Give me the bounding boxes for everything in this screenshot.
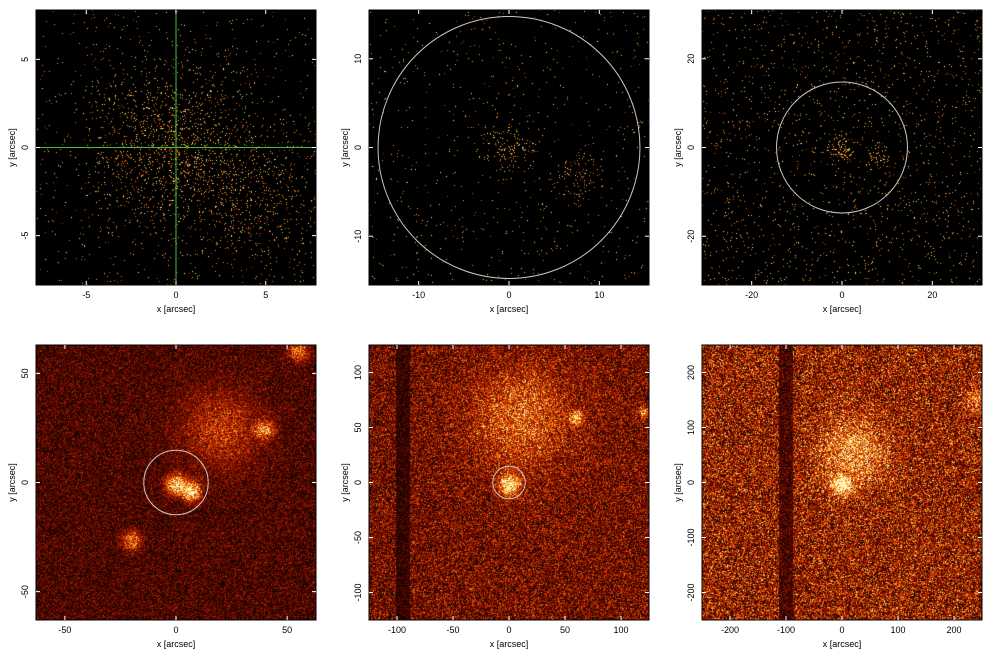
x-tick-label: -50 [446, 625, 459, 635]
heatmap-image [36, 345, 316, 620]
x-tick-label: 5 [263, 290, 268, 300]
x-axis-label: x [arcsec] [157, 639, 196, 649]
y-tick-label: 200 [686, 365, 696, 380]
y-axis-label: y [arcsec] [673, 463, 683, 502]
y-tick-label: 0 [353, 145, 363, 150]
x-tick-label: 100 [613, 625, 628, 635]
y-axis-label: y [arcsec] [340, 463, 350, 502]
x-tick-label: -100 [388, 625, 406, 635]
y-axis-label: y [arcsec] [7, 128, 17, 167]
x-tick-label: -50 [58, 625, 71, 635]
y-tick-label: 0 [20, 145, 30, 150]
x-tick-label: -10 [412, 290, 425, 300]
x-tick-label: -20 [745, 290, 758, 300]
panel-5: -100 -50 0 50 100 -100 -50 0 50 100 x [arcsec] y [a… [340, 344, 650, 649]
x-tick-label: 100 [890, 625, 905, 635]
x-tick-label: -5 [82, 290, 90, 300]
x-tick-label: -100 [777, 625, 795, 635]
y-tick-label: -200 [686, 583, 696, 601]
y-tick-label: 100 [686, 420, 696, 435]
panel-2: -10 0 10 -10 0 10 x [arcsec] y [arcsec] [340, 9, 650, 314]
panel-6: -200 -100 0 100 200 -200 -100 0 100 200 x [arcsec]… [673, 344, 983, 649]
y-axis-label: y [arcsec] [673, 128, 683, 167]
x-axis-label: x [arcsec] [157, 304, 196, 314]
aperture-circle [377, 16, 641, 279]
x-tick-label: 0 [839, 625, 844, 635]
panel-3: -20 0 20 -20 0 20 x [arcsec] y [arcsec] [673, 9, 983, 314]
x-axis-label: x [arcsec] [823, 304, 862, 314]
x-axis-label: x [arcsec] [490, 304, 529, 314]
y-tick-label: 0 [20, 480, 30, 485]
heatmap-image [702, 10, 982, 285]
y-tick-label: -50 [20, 585, 30, 598]
x-tick-label: 0 [506, 290, 511, 300]
y-tick-label: 20 [686, 54, 696, 64]
x-tick-label: 0 [839, 290, 844, 300]
y-tick-label: 50 [353, 422, 363, 432]
y-tick-label: -10 [353, 230, 363, 243]
x-tick-label: 200 [946, 625, 961, 635]
x-tick-label: 20 [927, 290, 937, 300]
y-axis-label: y [arcsec] [340, 128, 350, 167]
x-tick-label: 50 [560, 625, 570, 635]
y-tick-label: 0 [686, 145, 696, 150]
y-axis-label: y [arcsec] [7, 463, 17, 502]
y-tick-label: 0 [353, 480, 363, 485]
x-tick-label: 0 [506, 625, 511, 635]
y-tick-label: -50 [353, 531, 363, 544]
aperture-circle [776, 81, 908, 214]
x-tick-label: 50 [282, 625, 292, 635]
y-tick-label: -20 [686, 230, 696, 243]
y-tick-label: -5 [20, 232, 30, 240]
y-tick-label: 10 [353, 54, 363, 64]
heatmap-image [369, 10, 649, 285]
y-tick-label: 50 [20, 368, 30, 378]
panel-1: -5 0 5 -5 0 5 x [arcsec] y [arcsec] [7, 9, 317, 314]
x-tick-label: 0 [173, 625, 178, 635]
x-tick-label: -200 [721, 625, 739, 635]
y-tick-label: 5 [20, 57, 30, 62]
heatmap-image [702, 345, 982, 620]
aperture-circle [492, 465, 526, 500]
y-tick-label: 0 [686, 480, 696, 485]
aperture-circle [143, 449, 209, 516]
x-axis-label: x [arcsec] [490, 639, 529, 649]
y-tick-label: -100 [353, 583, 363, 601]
panel-4: -50 0 50 -50 0 50 x [arcsec] y [arcsec] [7, 344, 317, 649]
heatmap-image [369, 345, 649, 620]
x-tick-label: 0 [173, 290, 178, 300]
y-tick-label: -100 [686, 528, 696, 546]
y-tick-label: 100 [353, 365, 363, 380]
x-axis-label: x [arcsec] [823, 639, 862, 649]
x-tick-label: 10 [594, 290, 604, 300]
